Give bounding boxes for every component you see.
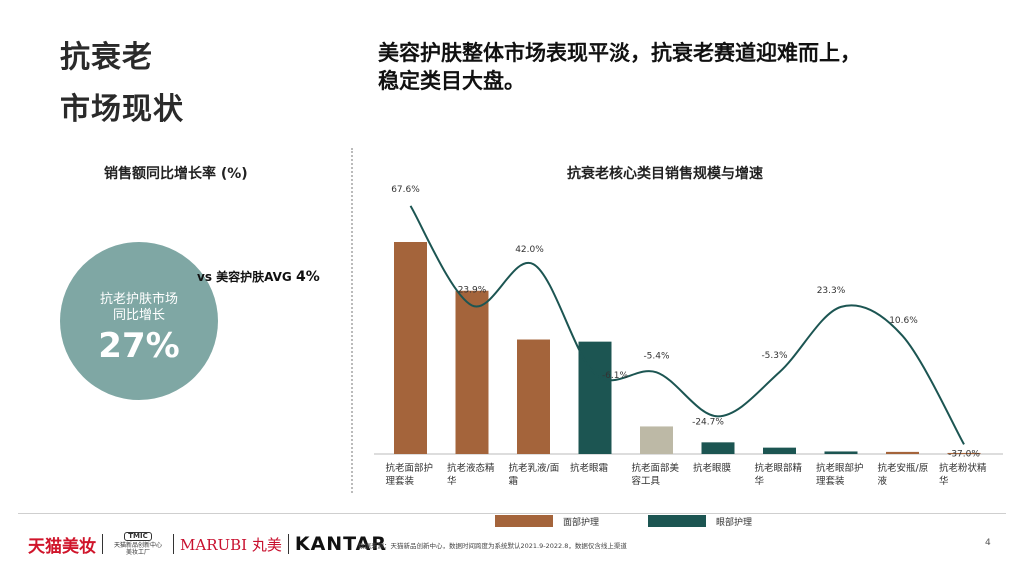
bar [824,451,858,454]
growth-rate-label: 23.3% [817,286,846,296]
tmic-text2: 美妆工厂 [125,549,150,556]
logo-separator [173,534,174,554]
legend-swatch-face [495,515,553,527]
growth-rate-label: -5.3% [761,351,788,361]
legend-label-face: 面部护理 [563,517,600,528]
tmall-beauty-logo: 天猫美妆 [28,536,96,557]
page-number: 4 [985,538,991,548]
vs-value: 4% [295,269,320,285]
circle-label-line1: 抗老护肤市场 [99,292,178,307]
growth-rate-line [409,205,965,445]
category-chart: 67.6% 23.9% 42.0% -6.1% -5.4% -24.7% -5.3% 23.3… [374,185,1003,487]
bar [394,242,427,454]
page-title-line1: 抗衰老 [60,40,153,75]
category-label: 液 [878,475,888,487]
vs-prefix: vs 美容护肤AVG [197,270,292,284]
bar [886,451,919,454]
growth-rate-label: 23.9% [458,286,487,296]
growth-rate-label: 67.6% [391,185,420,195]
category-label: 抗老乳液/面 [509,462,560,474]
footer-rule [18,513,1006,514]
category-label: 抗老安瓶/原 [878,462,929,474]
category-label: 容工具 [632,475,661,487]
vs-average: vs 美容护肤AVG 4% [197,268,320,285]
page-title-line2: 市场现状 [60,92,184,127]
category-label: 理套装 [386,475,415,487]
growth-circle: 抗老护肤市场 同比增长 27% [60,242,218,400]
source-note: 数据来源：天猫新品创新中心，数据时间跨度为系统默认2021.9-2022.8，数… [358,542,627,550]
growth-rate-label: -37.0% [948,449,980,459]
panel-divider [351,148,353,493]
category-label: 抗老粉状精 [939,462,987,474]
bar [763,447,796,454]
category-label: 抗老液态精 [447,462,495,474]
footer-logos: 天猫美妆 TMIC 天猫新品创新中心 美妆工厂 MARUBI 丸美 KANTAR [28,530,387,558]
bar [947,452,981,454]
tmic-logo: TMIC 天猫新品创新中心 美妆工厂 [109,532,167,556]
growth-rate-label: -5.4% [643,351,670,361]
category-label: 华 [447,475,457,487]
marubi-logo: MARUBI 丸美 [180,535,282,554]
headline-line1: 美容护肤整体市场表现平淡，抗衰老赛道迎难而上， [378,41,861,65]
category-label: 抗老眼部精 [755,462,803,474]
category-label: 华 [755,475,765,487]
category-label: 抗老眼膜 [693,462,732,474]
bar [517,339,550,454]
category-label: 抗老面部美 [632,462,680,474]
bar [640,426,673,454]
tmic-text1: 天猫新品创新中心 [113,542,162,549]
circle-label-line2: 同比增长 [112,308,165,323]
legend-swatch-eye [648,515,706,527]
legend-label-eye: 眼部护理 [716,517,753,528]
tmic-box: TMIC [124,532,152,541]
logo-separator [287,534,289,554]
chart-title: 抗衰老核心类目销售规模与增速 [567,166,763,182]
growth-rate-label: 10.6% [889,316,918,326]
growth-rate-label: 42.0% [515,245,544,255]
growth-rate-label: -24.7% [692,417,724,427]
category-label: 霜 [509,476,519,487]
growth-rate-label: -6.1% [602,371,629,381]
category-label: 抗老面部护 [386,462,434,474]
category-label: 抗老眼部护 [816,462,864,474]
kantar-logo: KANTAR [294,533,387,555]
bar [455,290,489,454]
category-label: 抗老眼霜 [570,462,608,474]
legend-item-face: 面部护理 [495,514,599,528]
left-panel-title: 销售额同比增长率 (%) [104,166,248,182]
legend-item-eye: 眼部护理 [648,514,752,528]
logo-separator [102,534,103,554]
bar [701,442,735,454]
category-label: 华 [939,475,949,487]
category-label: 理套装 [816,475,845,487]
headline-line2: 稳定类目大盘。 [378,69,525,93]
circle-value: 27% [98,326,180,366]
